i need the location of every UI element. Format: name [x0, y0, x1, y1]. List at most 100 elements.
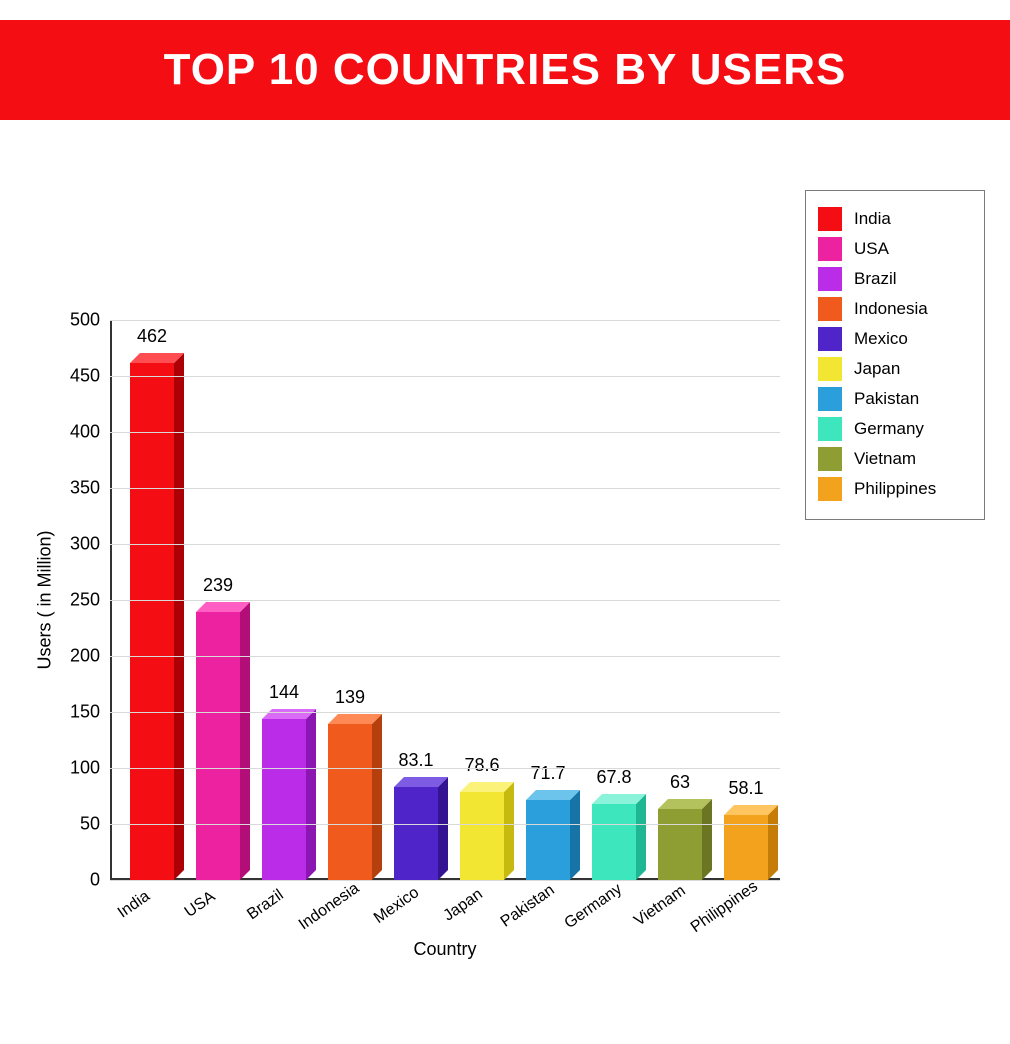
- bar-value-label: 58.1: [728, 778, 763, 799]
- bar-front: [328, 724, 372, 880]
- legend-label: USA: [854, 239, 889, 259]
- legend-label: Pakistan: [854, 389, 919, 409]
- y-axis-title: Users ( in Million): [35, 530, 56, 669]
- bar-pakistan: 71.7: [526, 800, 570, 880]
- bar-front: [394, 787, 438, 880]
- y-tick-label: 50: [80, 814, 100, 835]
- bar-top: [130, 353, 184, 363]
- y-tick-label: 200: [70, 646, 100, 667]
- page-title: TOP 10 COUNTRIES BY USERS: [164, 45, 847, 95]
- y-tick-label: 500: [70, 310, 100, 331]
- plot-area: Users ( in Million) Country 462239144139…: [110, 320, 780, 880]
- x-axis-title: Country: [413, 939, 476, 960]
- legend-item: Philippines: [818, 477, 972, 501]
- grid-line: [110, 432, 780, 433]
- grid-line: [110, 320, 780, 321]
- legend-swatch: [818, 267, 842, 291]
- legend-swatch: [818, 447, 842, 471]
- y-tick-label: 400: [70, 422, 100, 443]
- y-tick-label: 350: [70, 478, 100, 499]
- grid-line: [110, 824, 780, 825]
- legend-item: Pakistan: [818, 387, 972, 411]
- bar-side: [372, 714, 382, 880]
- bar-front: [130, 363, 174, 880]
- bar-front: [460, 792, 504, 880]
- legend-label: Mexico: [854, 329, 908, 349]
- bar-side: [702, 799, 712, 880]
- x-tick-label: Japan: [440, 886, 486, 926]
- grid-line: [110, 880, 780, 881]
- bar-germany: 67.8: [592, 804, 636, 880]
- legend-item: India: [818, 207, 972, 231]
- y-tick-label: 450: [70, 366, 100, 387]
- grid-line: [110, 712, 780, 713]
- bar-side: [504, 782, 514, 880]
- grid-line: [110, 600, 780, 601]
- x-tick-label: Mexico: [371, 884, 423, 928]
- legend: India USA Brazil Indonesia Mexico Japan Pakist…: [805, 190, 985, 520]
- legend-label: Philippines: [854, 479, 936, 499]
- bar-side: [240, 602, 250, 880]
- legend-item: Vietnam: [818, 447, 972, 471]
- bar-value-label: 78.6: [464, 755, 499, 776]
- bar-japan: 78.6: [460, 792, 504, 880]
- legend-item: Japan: [818, 357, 972, 381]
- bar-front: [526, 800, 570, 880]
- legend-label: Indonesia: [854, 299, 928, 319]
- grid-line: [110, 768, 780, 769]
- legend-item: Brazil: [818, 267, 972, 291]
- bar-side: [570, 790, 580, 880]
- x-tick-label: Germany: [561, 881, 625, 933]
- legend-swatch: [818, 327, 842, 351]
- bar-value-label: 462: [137, 326, 167, 347]
- bar-front: [658, 809, 702, 880]
- chart-container: Users ( in Million) Country 462 239 144 139…: [30, 190, 980, 1000]
- bar-indonesia: 139: [328, 724, 372, 880]
- bar-side: [438, 777, 448, 880]
- legend-label: India: [854, 209, 891, 229]
- x-tick-label: Pakistan: [497, 882, 558, 932]
- bar-value-label: 144: [269, 682, 299, 703]
- bar-india: 462: [130, 363, 174, 880]
- legend-swatch: [818, 417, 842, 441]
- grid-line: [110, 544, 780, 545]
- legend-swatch: [818, 477, 842, 501]
- header-band: TOP 10 COUNTRIES BY USERS: [0, 20, 1010, 120]
- bar-value-label: 71.7: [530, 763, 565, 784]
- x-tick-label: Indonesia: [295, 880, 362, 935]
- legend-swatch: [818, 207, 842, 231]
- bar-front: [262, 719, 306, 880]
- bar-side: [768, 805, 778, 880]
- bar-vietnam: 63: [658, 809, 702, 880]
- bar-side: [636, 794, 646, 880]
- legend-swatch: [818, 297, 842, 321]
- bar-front: [592, 804, 636, 880]
- y-tick-label: 250: [70, 590, 100, 611]
- legend-swatch: [818, 237, 842, 261]
- grid-line: [110, 376, 780, 377]
- x-tick-label: Philippines: [687, 878, 761, 937]
- x-tick-label: India: [114, 888, 153, 923]
- x-tick-label: Vietnam: [631, 882, 689, 930]
- x-tick-label: USA: [181, 888, 218, 922]
- legend-item: USA: [818, 237, 972, 261]
- bar-side: [306, 709, 316, 880]
- legend-label: Vietnam: [854, 449, 916, 469]
- legend-label: Japan: [854, 359, 900, 379]
- legend-item: Germany: [818, 417, 972, 441]
- bar-value-label: 239: [203, 575, 233, 596]
- bar-mexico: 83.1: [394, 787, 438, 880]
- x-tick-label: Brazil: [244, 886, 287, 924]
- bar-value-label: 67.8: [596, 767, 631, 788]
- bar-front: [196, 612, 240, 880]
- legend-item: Indonesia: [818, 297, 972, 321]
- legend-swatch: [818, 357, 842, 381]
- y-tick-label: 100: [70, 758, 100, 779]
- y-tick-label: 0: [90, 870, 100, 891]
- y-tick-label: 150: [70, 702, 100, 723]
- bar-usa: 239: [196, 612, 240, 880]
- bar-value-label: 139: [335, 687, 365, 708]
- grid-line: [110, 488, 780, 489]
- legend-swatch: [818, 387, 842, 411]
- y-tick-label: 300: [70, 534, 100, 555]
